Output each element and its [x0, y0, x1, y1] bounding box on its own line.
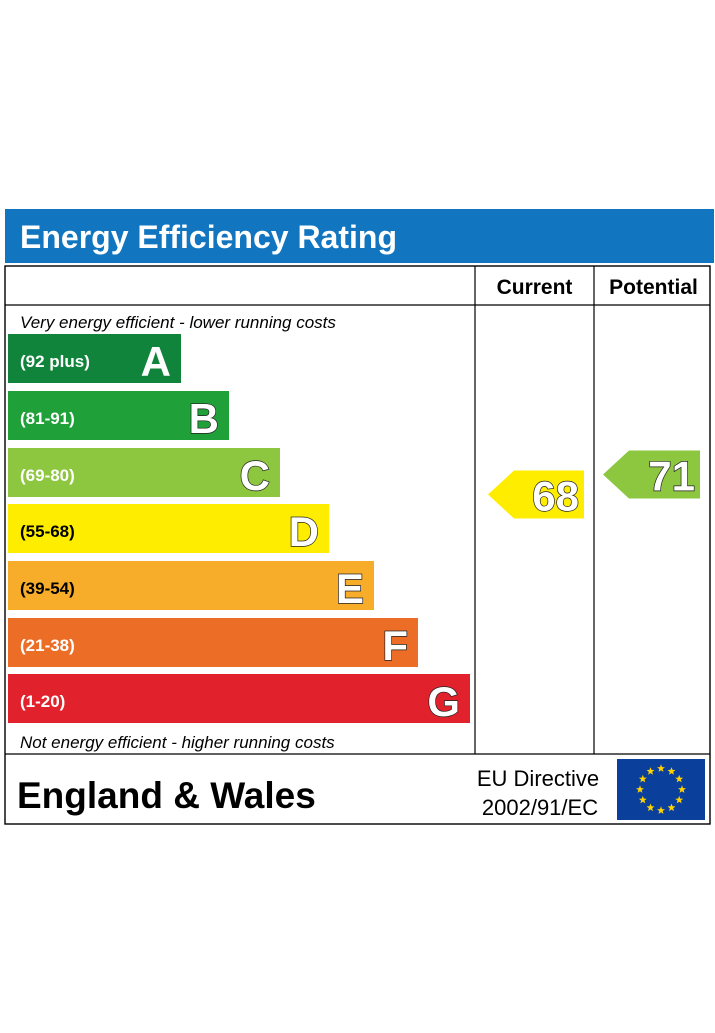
band-range-label: (81-91) — [20, 409, 75, 428]
eu-flag-icon — [617, 759, 705, 820]
band-range-label: (1-20) — [20, 692, 65, 711]
current-column-header: Current — [497, 276, 573, 299]
band-range-label: (55-68) — [20, 522, 75, 541]
top-efficiency-note: Very energy efficient - lower running co… — [20, 313, 336, 332]
band-g: (1-20) G — [8, 674, 470, 726]
chart-frame — [4, 265, 711, 825]
band-a: (92 plus) A — [8, 334, 181, 385]
band-letter: G — [427, 678, 460, 725]
eu-star — [667, 803, 676, 812]
band-c: (69-80) C — [8, 448, 280, 500]
rating-bands: (92 plus) A (81-91) B (69-80) C (55-68) D (39-54… — [8, 334, 470, 726]
band-letter: F — [382, 622, 408, 669]
eu-star — [638, 774, 647, 783]
band-bar-g — [8, 674, 470, 723]
band-letter: A — [141, 338, 171, 385]
band-bar-b — [8, 391, 229, 440]
region-label: England & Wales — [17, 775, 316, 816]
band-d: (55-68) D — [8, 504, 329, 556]
band-letter: C — [240, 452, 270, 499]
band-range-label: (39-54) — [20, 579, 75, 598]
band-letter: B — [189, 395, 219, 442]
band-letter: E — [336, 565, 364, 612]
band-bar-f — [8, 618, 418, 667]
header-bar — [5, 209, 714, 263]
current-rating-arrow — [488, 470, 584, 519]
eu-star — [646, 803, 655, 812]
band-bar-e — [8, 561, 374, 610]
band-b: (81-91) B — [8, 391, 229, 443]
band-range-label: (92 plus) — [20, 352, 90, 371]
band-range-label: (21-38) — [20, 636, 75, 655]
band-bar-d — [8, 504, 329, 553]
eu-directive-line2: 2002/91/EC — [482, 795, 598, 820]
eu-directive-line1: EU Directive — [477, 766, 599, 791]
rating-indicators: 68 71 — [488, 450, 700, 520]
current-rating: 68 — [488, 470, 584, 520]
bottom-efficiency-note: Not energy efficient - higher running co… — [20, 733, 335, 752]
band-f: (21-38) F — [8, 618, 418, 670]
current-rating-value: 68 — [532, 473, 579, 520]
potential-rating: 71 — [603, 450, 700, 500]
chart-title: Energy Efficiency Rating — [20, 219, 397, 255]
eu-star — [636, 785, 644, 793]
potential-rating-value: 71 — [648, 453, 695, 500]
eu-star — [638, 795, 647, 804]
eu-star — [657, 806, 665, 814]
band-e: (39-54) E — [8, 561, 374, 613]
potential-column-header: Potential — [609, 276, 698, 299]
band-bar-a — [8, 334, 181, 383]
eu-star — [675, 795, 684, 804]
eu-star — [675, 774, 684, 783]
band-range-label: (69-80) — [20, 466, 75, 485]
eu-star — [667, 767, 676, 775]
potential-rating-arrow — [603, 450, 700, 499]
eu-star — [657, 764, 665, 772]
eu-star — [646, 767, 655, 775]
band-bar-c — [8, 448, 280, 497]
band-letter: D — [289, 508, 319, 555]
eu-star — [678, 785, 686, 793]
